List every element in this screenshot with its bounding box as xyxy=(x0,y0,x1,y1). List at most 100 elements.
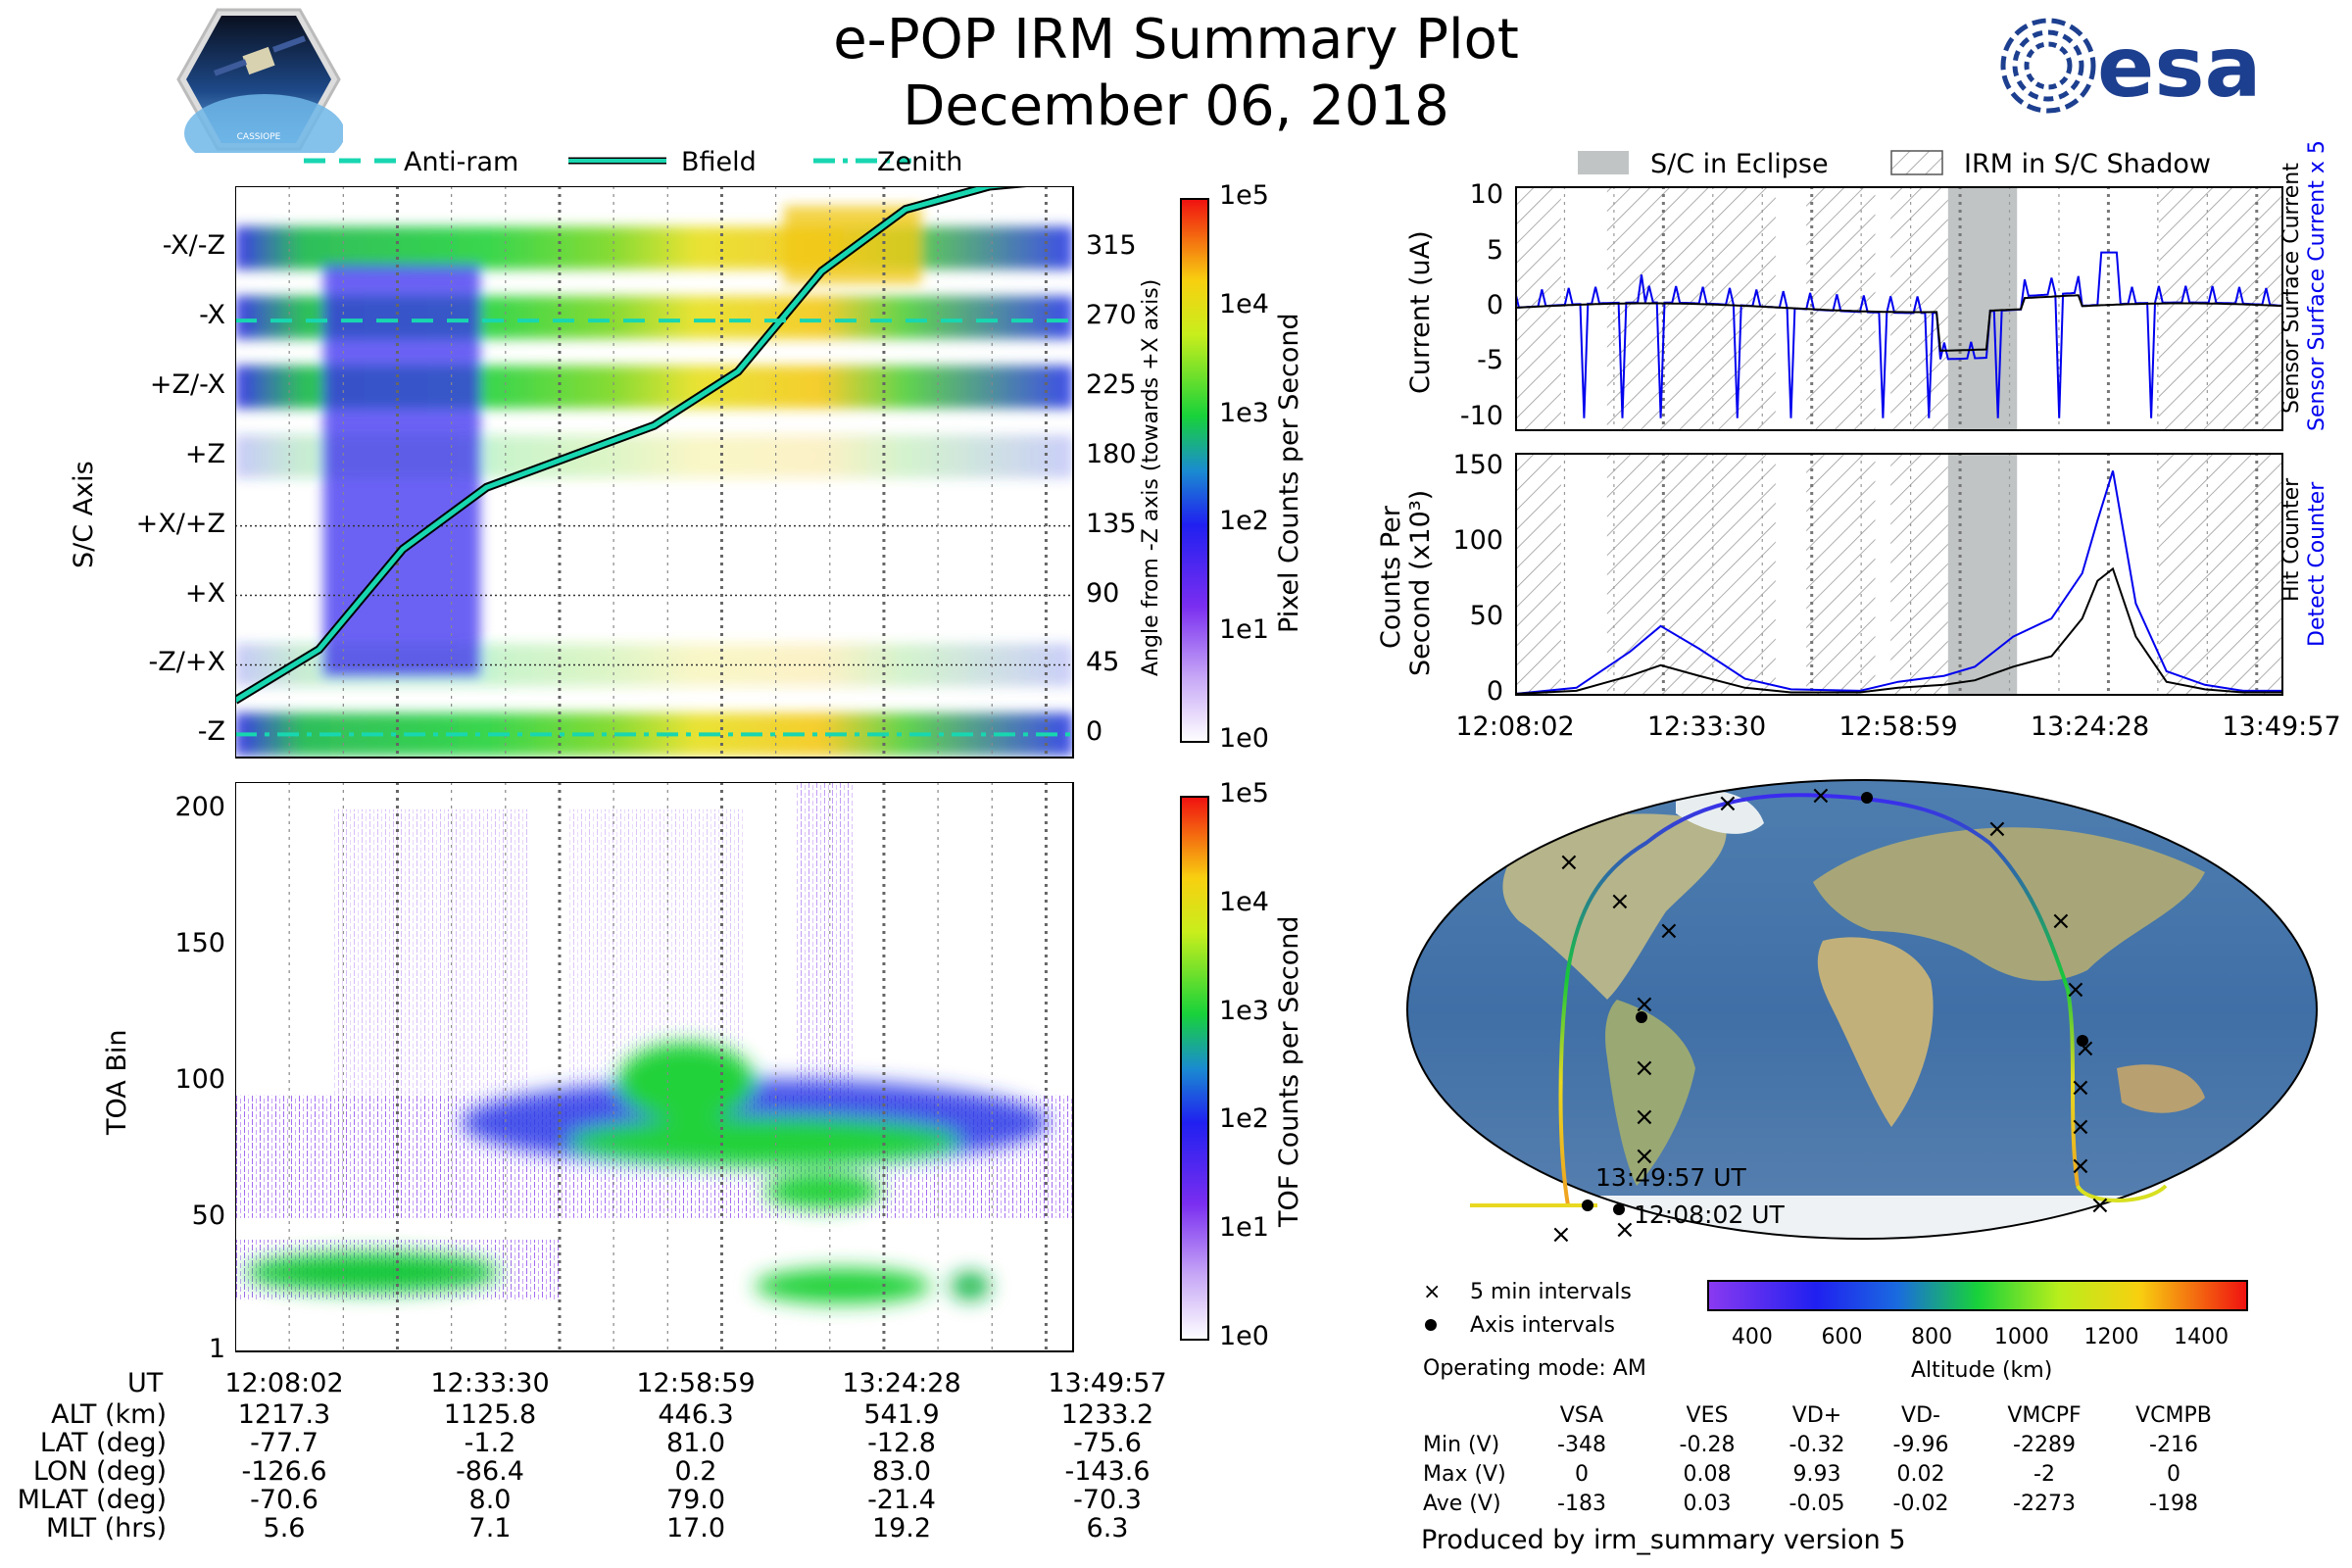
ephemeris-cell: 8.0 xyxy=(468,1485,512,1515)
end-time-label: 13:49:57 UT xyxy=(1595,1163,1747,1192)
voltage-col-header: VD- xyxy=(1901,1403,1940,1428)
counts-tick-label: 150 xyxy=(1452,450,1503,481)
five-min-marker: × xyxy=(1634,1102,1655,1132)
five-min-marker: × xyxy=(1634,1054,1655,1083)
ut-tick-label: 12:58:59 xyxy=(636,1368,756,1398)
toa-heatmap xyxy=(235,782,1074,1352)
tof-colorbar xyxy=(1180,796,1209,1341)
ephemeris-cell: 541.9 xyxy=(863,1399,940,1430)
ephemeris-cell: 1233.2 xyxy=(1060,1399,1154,1430)
voltage-col-header: VSA xyxy=(1559,1403,1604,1428)
colorbar-tick-label: 1e2 xyxy=(1219,506,1269,537)
axis-interval-legend: Axis intervals xyxy=(1470,1313,1615,1338)
colorbar-tick-label: 1e0 xyxy=(1219,723,1269,754)
colorbar-tick-label: 1e4 xyxy=(1219,288,1269,319)
toa-tick-label: 150 xyxy=(174,927,225,958)
ut-tick-label: 12:08:02 xyxy=(224,1368,344,1398)
voltage-cell: -2 xyxy=(2034,1462,2055,1487)
ephemeris-cell: 19.2 xyxy=(871,1513,932,1544)
page-date: December 06, 2018 xyxy=(903,74,1449,138)
bfield-legend-label: Bfield xyxy=(681,147,757,177)
anti-ram-legend-label: Anti-ram xyxy=(404,147,518,177)
eclipse-legend-swatch xyxy=(1578,151,1629,174)
angle-tick-label: 45 xyxy=(1086,647,1120,678)
ephemeris-cell: 83.0 xyxy=(871,1456,932,1487)
counts-tick-label: 0 xyxy=(1486,676,1503,707)
ephemeris-row-label: LON (deg) xyxy=(32,1456,167,1487)
ephemeris-cell: -86.4 xyxy=(456,1456,524,1487)
voltage-cell: -0.32 xyxy=(1788,1433,1845,1457)
voltage-col-header: VES xyxy=(1686,1403,1729,1428)
shadow-legend-label: IRM in S/C Shadow xyxy=(1964,149,2211,179)
voltage-row-label: Max (V) xyxy=(1423,1462,1506,1487)
voltage-cell: -0.02 xyxy=(1892,1492,1949,1516)
angle-tick-label: 135 xyxy=(1086,508,1137,539)
altitude-colorbar xyxy=(1707,1280,2248,1311)
ut-tick-label: 13:49:57 xyxy=(1048,1368,1167,1398)
angle-tick-label: 270 xyxy=(1086,299,1137,330)
voltage-cell: -2273 xyxy=(2013,1492,2076,1516)
five-min-marker: × xyxy=(2070,1152,2091,1181)
five-min-marker: × xyxy=(1986,814,2008,844)
right-time-tick-label: 12:33:30 xyxy=(1646,711,1767,742)
axis-interval-marker xyxy=(1613,1203,1625,1215)
current-tick-label: 0 xyxy=(1486,290,1503,320)
toa-tick-label: 50 xyxy=(191,1200,225,1231)
sc-axis-tick-label: -Z/+X xyxy=(148,647,225,678)
colorbar-tick-label: 1e5 xyxy=(1219,180,1269,211)
five-min-marker: × xyxy=(1423,1280,1442,1304)
esa-logo-text: esa xyxy=(2097,19,2262,117)
toa-tick-label: 100 xyxy=(174,1063,225,1095)
altitude-tick-label: 800 xyxy=(1911,1325,1953,1349)
ephemeris-row-label: MLT (hrs) xyxy=(45,1513,167,1544)
angle-tick-label: 180 xyxy=(1086,438,1137,469)
current-tick-label: -5 xyxy=(1477,345,1503,376)
voltage-cell: -9.96 xyxy=(1892,1433,1949,1457)
tof-colorbar-label: TOF Counts per Second xyxy=(1274,915,1304,1228)
angle-tick-label: 90 xyxy=(1086,577,1120,609)
angle-tick-label: 225 xyxy=(1086,368,1137,400)
voltage-cell: 0.03 xyxy=(1683,1492,1732,1516)
ephemeris-cell: 1217.3 xyxy=(237,1399,331,1430)
colorbar-tick-label: 1e1 xyxy=(1219,614,1269,646)
axis-interval-marker xyxy=(1636,1011,1647,1023)
ephemeris-cell: 446.3 xyxy=(658,1399,734,1430)
hit-counter-line xyxy=(1515,566,2281,695)
orbit-map: ×××××××× ×××××××××× × 13:49:57 UT 12:08:02… xyxy=(1406,779,2318,1245)
colorbar-tick-label: 1e2 xyxy=(1219,1103,1269,1135)
current-right-label-blue: Sensor Surface Current x 5 xyxy=(2305,140,2329,431)
five-min-marker: × xyxy=(2065,975,2086,1004)
voltage-col-header: VMCPF xyxy=(2007,1403,2082,1428)
orbit-track xyxy=(1558,793,2080,1206)
start-time-label: 12:08:02 UT xyxy=(1634,1200,1786,1229)
pixel-colorbar xyxy=(1180,198,1209,743)
ephemeris-cell: -70.6 xyxy=(250,1485,318,1515)
current-ylabel: Current (uA) xyxy=(1405,230,1436,394)
right-time-tick-label: 12:08:02 xyxy=(1455,711,1575,742)
altitude-label: Altitude (km) xyxy=(1911,1358,2053,1383)
colorbar-tick-label: 1e1 xyxy=(1219,1212,1269,1244)
right-time-tick-label: 13:49:57 xyxy=(2222,711,2341,742)
colorbar-tick-label: 1e0 xyxy=(1219,1321,1269,1351)
ephemeris-cell: 0.2 xyxy=(674,1456,717,1487)
axis-interval-marker xyxy=(2077,1035,2088,1047)
sc-axis-tick-label: +Z/-X xyxy=(149,368,225,400)
zenith-legend-label: Zenith xyxy=(877,147,962,177)
ephemeris-cell: 81.0 xyxy=(665,1428,726,1458)
voltage-cell: -0.28 xyxy=(1679,1433,1736,1457)
ephemeris-cell: 6.3 xyxy=(1086,1513,1129,1544)
axis-interval-marker xyxy=(1425,1319,1437,1331)
altitude-tick-label: 1200 xyxy=(2083,1325,2139,1349)
five-min-marker: × xyxy=(1634,1142,1655,1171)
right-time-tick-label: 12:58:59 xyxy=(1838,711,1958,742)
current-tick-label: 10 xyxy=(1469,179,1503,211)
sc-axis-ylabel: S/C Axis xyxy=(69,461,99,568)
ephemeris-cell: -21.4 xyxy=(867,1485,936,1515)
colorbar-tick-label: 1e3 xyxy=(1219,995,1269,1026)
ephemeris-cell: -70.3 xyxy=(1073,1485,1142,1515)
voltage-cell: 0.08 xyxy=(1683,1462,1732,1487)
ut-tick-label: 12:33:30 xyxy=(430,1368,550,1398)
counts-ylabel-line1: Counts Per xyxy=(1376,506,1406,649)
counts-ylabel-line2: Second (x10³) xyxy=(1405,489,1436,676)
axis-interval-marker xyxy=(1861,792,1873,804)
